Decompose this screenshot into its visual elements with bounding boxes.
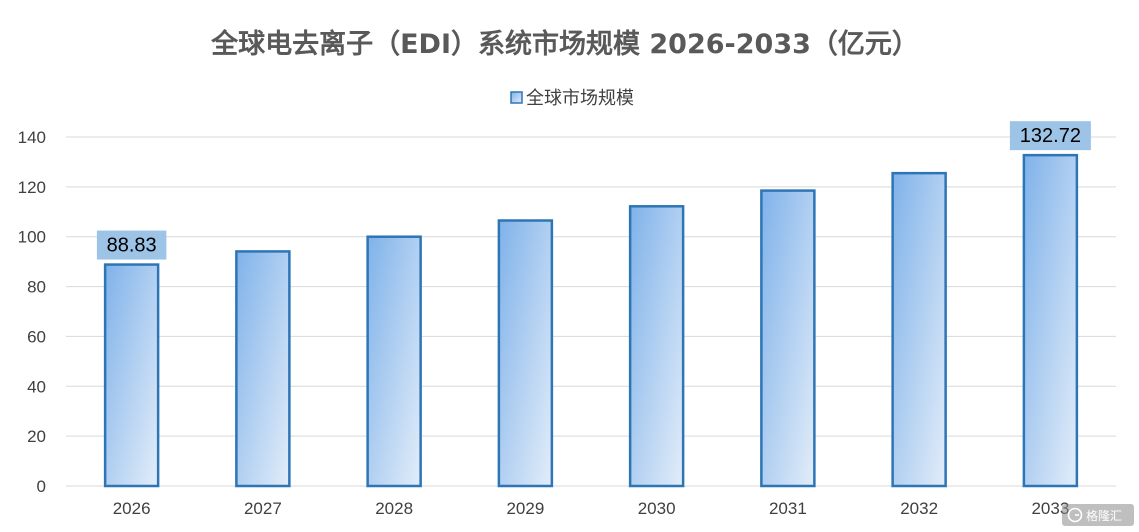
bar-2028: [366, 235, 422, 488]
watermark: 格隆汇: [1062, 504, 1134, 526]
bar-2026: [103, 263, 160, 488]
bars: [103, 153, 1079, 488]
bar-2027: [235, 250, 291, 488]
x-tick-label: 2029: [506, 499, 544, 518]
data-label-box: [1009, 121, 1091, 151]
x-tick-label: 2031: [769, 499, 807, 518]
legend: 全球市场规模: [510, 88, 634, 109]
y-tick-label: 120: [18, 178, 46, 197]
data-labels: 88.83 132.72: [96, 121, 1091, 260]
data-label: 132.72: [1020, 125, 1081, 147]
bar-2032: [891, 171, 947, 488]
gridlines: [66, 136, 1116, 487]
x-tick-label: 2033: [1031, 499, 1069, 518]
y-axis: 0 20 40 60 80 100 120 140: [18, 128, 46, 496]
y-tick-label: 0: [37, 477, 46, 496]
y-tick-label: 140: [18, 128, 46, 147]
bar-2029: [497, 219, 554, 488]
bar-2031: [760, 189, 816, 488]
data-label: 88.83: [107, 235, 157, 257]
glh-logo-icon: [1067, 507, 1083, 523]
x-tick-label: 2028: [375, 499, 413, 518]
y-tick-label: 20: [27, 427, 46, 446]
chart-title: 全球电去离子（EDI）系统市场规模 2026-2033（亿元）: [210, 28, 919, 60]
bar-2033: [1022, 153, 1079, 488]
watermark-text: 格隆汇: [1086, 508, 1122, 523]
x-tick-label: 2030: [638, 499, 676, 518]
y-tick-label: 60: [27, 327, 46, 346]
legend-label: 全球市场规模: [526, 88, 634, 109]
bar-2030: [628, 205, 685, 488]
y-tick-label: 100: [18, 228, 46, 247]
watermark-badge: [1062, 504, 1134, 526]
y-tick-label: 80: [27, 278, 46, 297]
x-tick-label: 2032: [900, 499, 938, 518]
legend-swatch: [510, 91, 523, 104]
x-tick-label: 2027: [244, 499, 282, 518]
x-tick-label: 2026: [113, 499, 151, 518]
data-label-box: [96, 230, 167, 260]
x-axis: 2026 2027 2028 2029 2030 2031 2032 2033: [113, 499, 1070, 518]
y-tick-label: 40: [27, 377, 46, 396]
